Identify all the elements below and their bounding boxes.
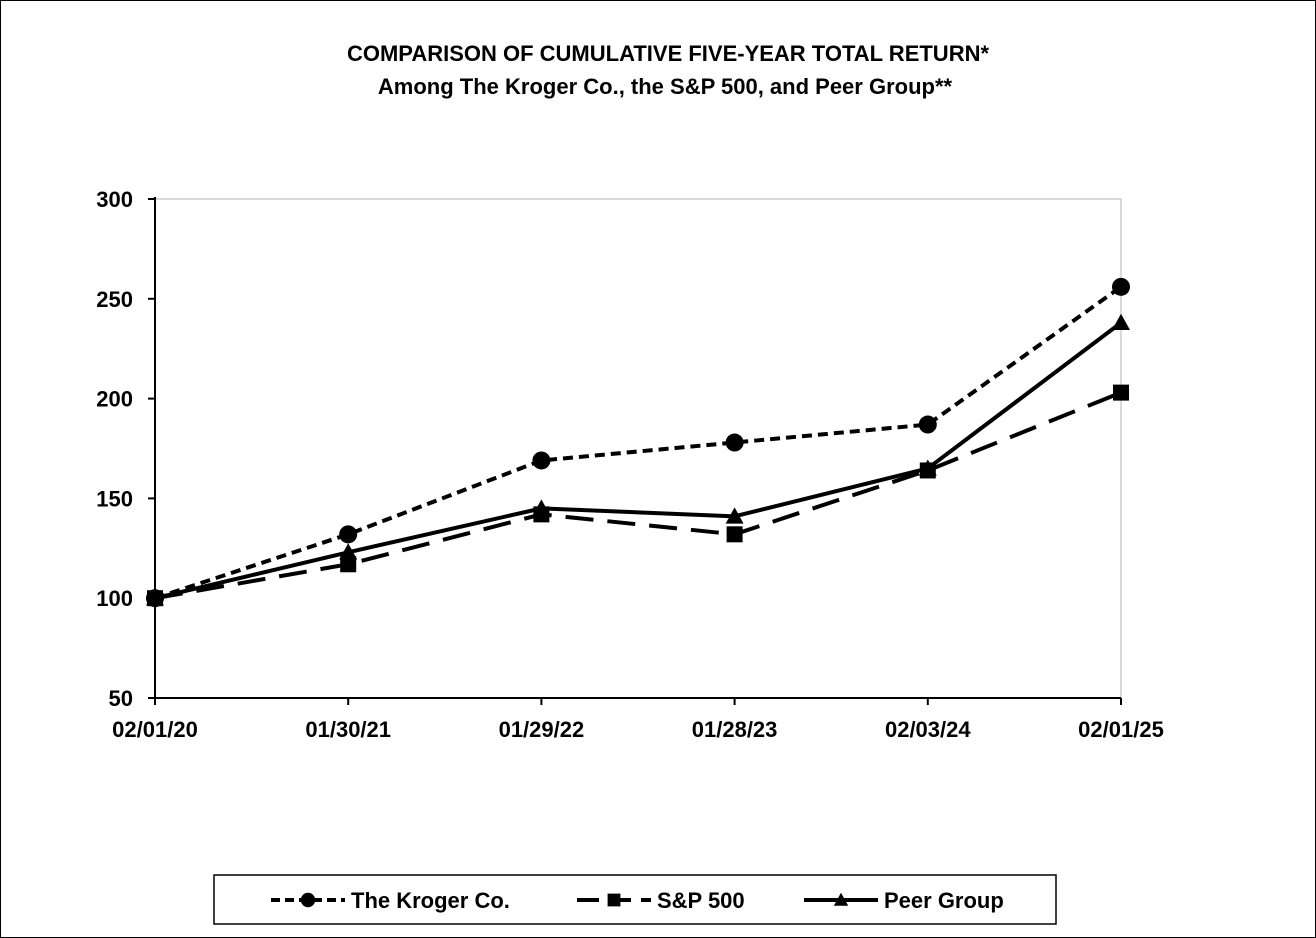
x-ticks: 02/01/20 01/30/21 01/29/22 01/28/23 02/03/24…	[112, 698, 1164, 742]
legend: The Kroger Co. S&P 500 Peer Group	[271, 888, 1004, 913]
legend-marker-1	[607, 893, 621, 907]
x-tick-label: 02/01/25	[1078, 717, 1164, 742]
legend-label-1: S&P 500	[657, 888, 745, 913]
series-1-point	[919, 462, 936, 479]
y-tick-label: 50	[109, 686, 133, 711]
x-tick-label: 02/01/20	[112, 717, 198, 742]
series-line-2	[154, 321, 1123, 601]
y-tick-label: 150	[96, 486, 133, 511]
plot-area	[154, 198, 1122, 699]
x-tick-label: 02/03/24	[885, 717, 971, 742]
y-tick-label: 300	[96, 187, 133, 212]
x-tick-label: 01/28/23	[692, 717, 778, 742]
series-2-point	[1112, 313, 1130, 330]
legend-marker-0	[300, 892, 316, 908]
series-layer	[146, 277, 1130, 608]
series-line-0	[154, 285, 1123, 601]
series-line-1	[154, 390, 1122, 601]
y-tick-label: 100	[96, 586, 133, 611]
x-tick-label: 01/29/22	[499, 717, 585, 742]
series-1-point	[533, 506, 550, 523]
y-tick-label: 200	[96, 387, 133, 412]
series-1-point	[1113, 384, 1129, 401]
x-tick-label: 01/30/21	[305, 717, 391, 742]
y-ticks: 50 100 150 200 250 300	[96, 187, 155, 711]
series-1-point	[340, 556, 357, 573]
legend-marker-2	[833, 892, 849, 906]
series-2-point	[339, 543, 358, 560]
series-0-point	[1112, 277, 1130, 296]
series-0-point	[918, 415, 937, 434]
series-0-point	[725, 433, 744, 452]
series-2-point	[725, 507, 744, 524]
series-0-point	[339, 525, 358, 544]
series-0-point	[532, 451, 551, 470]
legend-label-2: Peer Group	[884, 888, 1004, 913]
chart-title: COMPARISON OF CUMULATIVE FIVE-YEAR TOTAL…	[347, 41, 990, 66]
legend-label-0: The Kroger Co.	[351, 888, 510, 913]
legend-box	[213, 874, 1057, 925]
y-tick-label: 250	[96, 287, 133, 312]
chart-subtitle: Among The Kroger Co., the S&P 500, and P…	[378, 74, 953, 99]
series-0-point	[146, 589, 164, 608]
series-1-point	[726, 526, 743, 543]
